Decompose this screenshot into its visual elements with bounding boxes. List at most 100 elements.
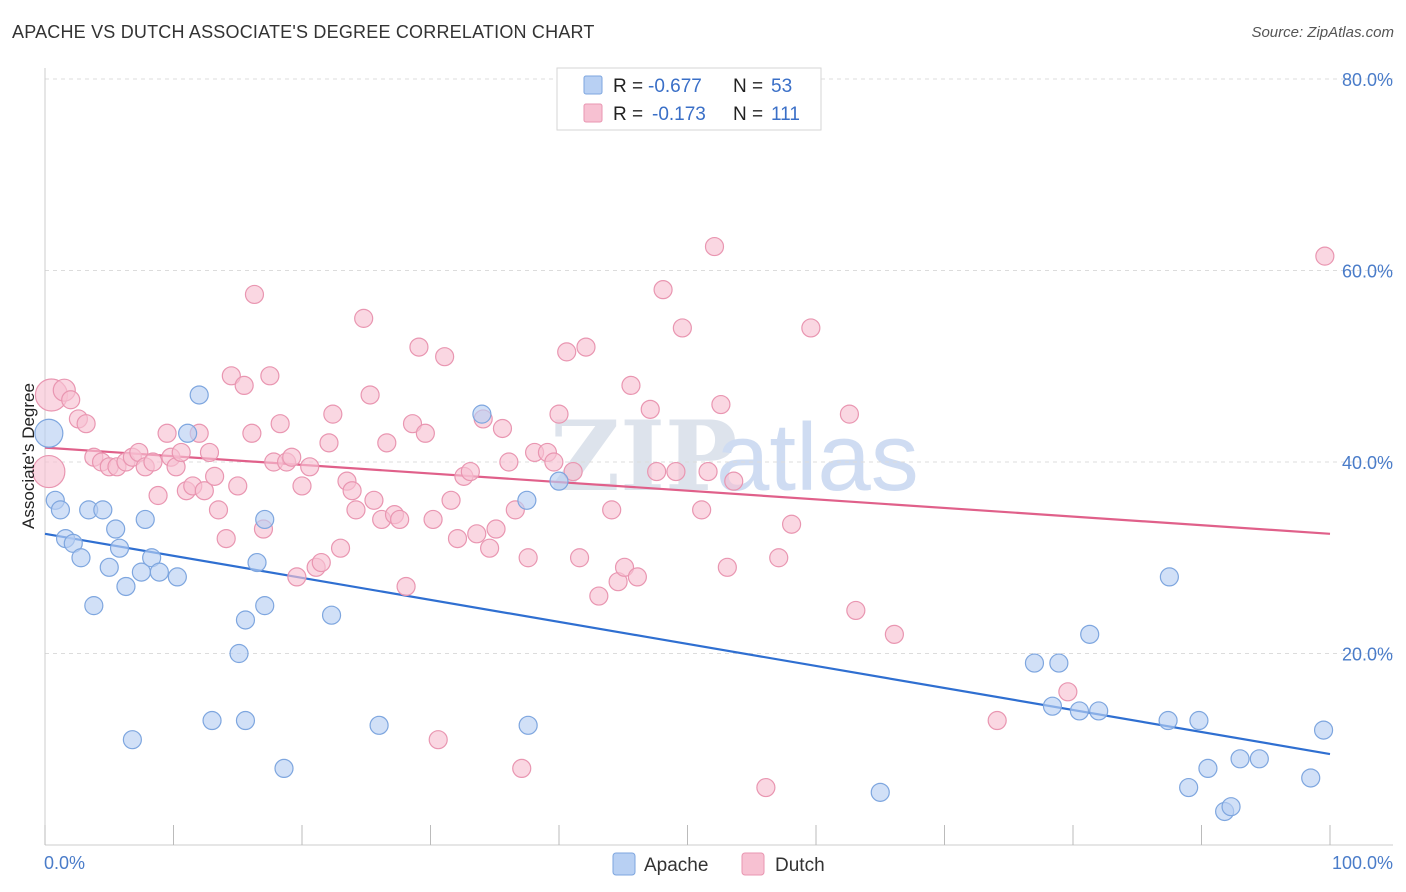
dutch-point	[61, 390, 81, 410]
dutch-point	[319, 433, 339, 453]
apache-point	[135, 509, 155, 530]
dutch-point	[769, 548, 789, 568]
apache-point	[369, 715, 389, 735]
dutch-point	[486, 519, 506, 539]
watermark-zip: ZIP	[550, 400, 737, 513]
dutch-point	[518, 548, 538, 568]
dutch-point	[76, 414, 96, 434]
apache-point	[1230, 749, 1250, 769]
apache-point	[255, 596, 275, 616]
watermark-atlas: atlas	[716, 404, 919, 511]
dutch-point	[402, 414, 423, 434]
apache-point	[34, 418, 64, 448]
apache-points	[34, 385, 1334, 822]
legend-swatch-apache	[583, 75, 603, 95]
apache-point	[870, 782, 890, 802]
legend-r-label-dutch: R =	[613, 104, 643, 125]
dutch-point	[569, 548, 590, 568]
dutch-point	[260, 366, 280, 386]
apache-point	[1313, 720, 1334, 740]
dutch-point	[311, 552, 331, 573]
dutch-point	[364, 490, 384, 510]
dutch-point	[441, 490, 461, 510]
dutch-point	[409, 337, 429, 357]
apache-point	[1080, 624, 1100, 644]
apache-point	[472, 404, 492, 424]
apache-point	[1249, 749, 1269, 769]
dutch-point	[692, 500, 712, 520]
apache-point	[1158, 710, 1178, 731]
dutch-point	[282, 447, 302, 467]
dutch-point	[396, 576, 416, 597]
apache-point	[50, 500, 71, 520]
y-tick-label: 40.0%	[1342, 453, 1393, 473]
apache-point	[1089, 701, 1109, 721]
legend-swatch-dutch	[583, 103, 603, 123]
legend-n-label-dutch: N =	[733, 104, 763, 125]
apache-point	[247, 552, 267, 573]
dutch-point	[621, 375, 641, 395]
apache-point	[116, 576, 136, 597]
apache-point	[1301, 768, 1321, 788]
dutch-point	[492, 418, 513, 439]
dutch-point	[557, 342, 577, 362]
apache-point	[1024, 653, 1045, 673]
apache-point	[178, 423, 198, 443]
dutch-point	[781, 514, 802, 534]
apache-point	[1049, 653, 1069, 673]
dutch-point	[839, 404, 860, 424]
dutch-point	[428, 730, 448, 750]
apache-point	[549, 471, 569, 491]
dutch-point	[216, 528, 236, 549]
apache-point	[149, 562, 169, 582]
apache-point	[518, 715, 538, 735]
apache-point	[189, 385, 209, 405]
dutch-point	[330, 538, 351, 558]
dutch-points	[32, 236, 1335, 798]
apache-point	[1069, 701, 1090, 721]
dutch-point	[287, 567, 307, 587]
dutch-point	[666, 461, 686, 482]
dutch-point	[460, 461, 480, 482]
apache-point	[167, 567, 187, 587]
y-axis-title: Associate's Degree	[19, 383, 38, 529]
legend-r-label-apache: R =	[613, 76, 643, 97]
dutch-point	[549, 404, 569, 424]
dutch-point	[563, 461, 583, 482]
dutch-trend-line	[44, 446, 1331, 535]
dutch-point	[884, 624, 904, 644]
dutch-point	[576, 337, 596, 357]
bottom-legend: Apache Dutch	[612, 852, 825, 876]
apache-point	[122, 730, 142, 750]
apache-point	[1221, 797, 1241, 817]
apache-point	[517, 490, 537, 510]
top-legend: R = -0.677 N = 53 R = -0.173 N = 111	[556, 67, 822, 131]
dutch-point	[221, 366, 241, 386]
dutch-point	[323, 404, 343, 424]
legend-n-label-apache: N =	[733, 76, 763, 97]
apache-point	[106, 519, 126, 539]
dutch-point	[467, 524, 487, 544]
dutch-point	[354, 308, 374, 328]
apache-point	[202, 710, 222, 731]
apache-point	[235, 710, 256, 731]
apache-point	[255, 509, 275, 530]
dutch-point	[205, 466, 225, 486]
dutch-point	[143, 452, 163, 472]
dutch-point	[447, 528, 468, 549]
y-tick-labels: 20.0% 40.0% 60.0% 80.0%	[1342, 70, 1393, 665]
dutch-point	[704, 236, 725, 257]
legend-n-value-dutch: 111	[771, 104, 800, 125]
apache-point	[1198, 758, 1218, 779]
bottom-legend-swatch-dutch	[741, 852, 765, 876]
x-tick-label-min: 0.0%	[44, 853, 85, 873]
dutch-point	[234, 375, 254, 395]
dutch-point	[627, 567, 647, 587]
apache-point	[229, 643, 249, 664]
bottom-legend-label-apache: Apache	[644, 855, 708, 876]
dutch-point	[390, 509, 410, 530]
dutch-point	[377, 433, 397, 453]
dutch-point	[435, 347, 455, 367]
dutch-point	[157, 423, 177, 443]
